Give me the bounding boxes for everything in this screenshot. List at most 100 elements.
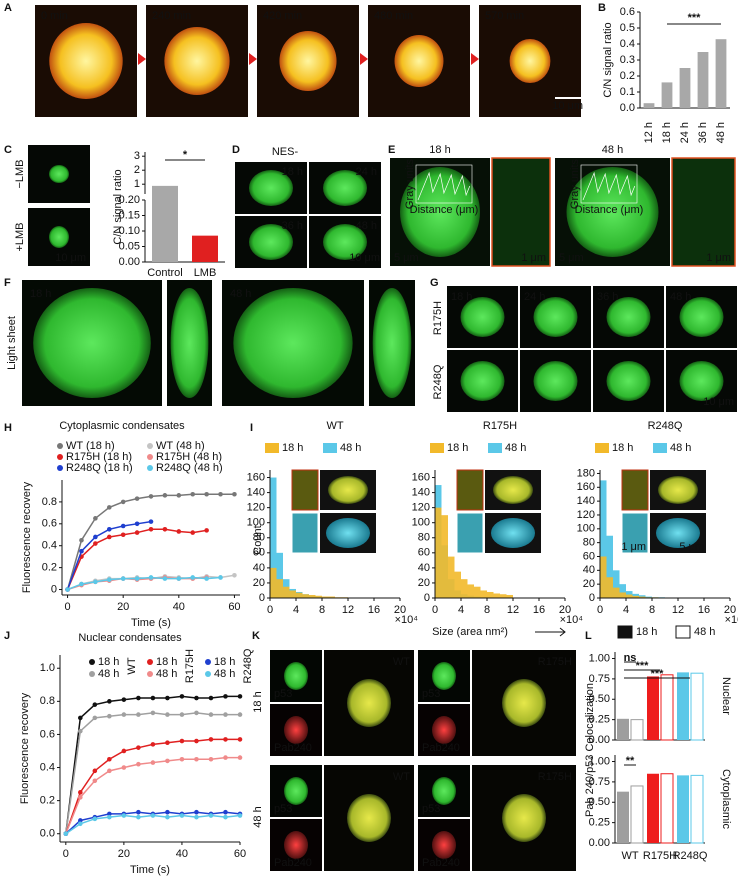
cell — [460, 297, 505, 337]
cell — [233, 288, 353, 398]
legend-swatch — [265, 443, 279, 453]
y-tick-label: 160 — [577, 481, 595, 493]
x-tick-label: 8 — [649, 604, 655, 616]
cell — [323, 170, 367, 206]
legend-marker — [147, 465, 153, 471]
recovery-line — [65, 756, 240, 835]
x-tick-label: 40 — [176, 848, 188, 860]
bar — [677, 672, 689, 740]
histogram-bar — [493, 593, 500, 598]
scale-label: 1 μm — [621, 541, 646, 553]
cell — [249, 224, 293, 260]
scale-label: 5 μm — [679, 541, 704, 553]
histogram-bar — [619, 584, 626, 598]
recovery-line — [65, 712, 240, 834]
y-tick-label: 140 — [247, 486, 265, 498]
x-tick-label: 4 — [293, 604, 299, 616]
channel-label: p53 — [422, 688, 440, 700]
zoom-frame — [491, 157, 551, 267]
histogram-bar — [606, 535, 613, 598]
histogram-bar — [506, 594, 513, 598]
significance: *** — [688, 12, 702, 24]
x-tick-label: 12 — [507, 604, 519, 616]
recovery-line — [66, 520, 152, 590]
y-tick-label: 100 — [412, 517, 430, 529]
x-tick-label: 12 — [672, 604, 684, 616]
histogram-bar — [454, 571, 461, 598]
cell — [49, 165, 69, 183]
histogram-bar — [461, 579, 468, 598]
histogram-bar — [600, 556, 607, 598]
y-label: Fluorescence recovery — [19, 692, 31, 804]
y-tick-label: 0.10 — [119, 225, 140, 237]
scale-label: 1 μm — [521, 252, 546, 264]
legend-marker — [57, 443, 63, 449]
panel-label: H — [4, 422, 12, 434]
legend-label: 48 h — [214, 668, 235, 680]
x-tick-label: 16 — [368, 604, 380, 616]
cell — [432, 716, 456, 744]
time-label: 18 h — [30, 288, 51, 300]
y-tick-label: 80 — [583, 537, 595, 549]
recovery-line — [65, 738, 240, 834]
legend-marker — [205, 659, 211, 665]
y-tick-label: 20 — [253, 577, 265, 589]
histogram-bar — [435, 507, 442, 598]
scale-label: 1 μm — [706, 252, 731, 264]
x-tick-label: 0 — [63, 848, 69, 860]
x-tick-label: 8 — [319, 604, 325, 616]
histogram-bar — [448, 556, 455, 598]
group-label: R248Q — [242, 648, 254, 683]
bar — [643, 103, 655, 108]
inset-profile — [417, 171, 471, 201]
histogram-bar — [613, 570, 620, 598]
cell — [284, 716, 308, 744]
bar — [647, 676, 659, 740]
y-tick-label: 0.1 — [620, 86, 635, 98]
x-label: Size (area nm²) — [432, 626, 508, 638]
cell — [432, 662, 456, 690]
inset-x-label: Distance (μm) — [575, 204, 644, 216]
y-tick-label: 0.00 — [589, 837, 610, 849]
recovery-line — [65, 695, 240, 834]
cell — [432, 831, 456, 859]
channel-label: p53 — [274, 688, 292, 700]
y-tick-label: 0.2 — [40, 795, 55, 807]
time-label: 24 h — [356, 166, 377, 178]
y-tick-label: 2 — [134, 164, 140, 176]
legend-swatch — [430, 443, 444, 453]
legend-swatch — [617, 625, 633, 639]
x-tick-label: LMB — [194, 267, 217, 279]
y-tick-label: 80 — [418, 532, 430, 544]
x-label: Time (s) — [131, 617, 171, 629]
histogram-bar — [309, 594, 316, 598]
cell — [284, 831, 308, 859]
y-label: Fluorescence recovery — [21, 481, 33, 593]
scale-label: 5 μm — [394, 252, 419, 264]
cell — [328, 476, 368, 504]
panel-label: F — [4, 277, 11, 289]
y-tick-label: 0.2 — [42, 562, 57, 574]
x-tick-label: 12 h — [643, 122, 655, 143]
x-tick-label: 20 — [559, 604, 571, 616]
y-tick-label: 0.75 — [589, 673, 610, 685]
inset — [456, 469, 484, 511]
legend-marker — [57, 454, 63, 460]
x-label: Time (s) — [130, 864, 170, 876]
y-tick-label: 1.0 — [40, 662, 55, 674]
y-tick-label: 20 — [418, 577, 430, 589]
y-tick-label: 60 — [583, 550, 595, 562]
arrow — [471, 53, 479, 65]
legend-label: R175H (48 h) — [156, 451, 222, 463]
bar — [660, 773, 674, 844]
time-label: 48 h — [670, 291, 691, 303]
y-tick-label: 120 — [247, 502, 265, 514]
inset-y-label: Gray units — [404, 158, 416, 209]
row-label: +LMB — [14, 222, 26, 251]
y-tick-label: 40 — [253, 562, 265, 574]
inset-y-label: Gray units — [569, 158, 581, 209]
time-label: 18 h — [429, 144, 450, 156]
bar — [697, 52, 709, 108]
cell — [394, 35, 444, 87]
variant-label: R175H — [538, 771, 572, 783]
